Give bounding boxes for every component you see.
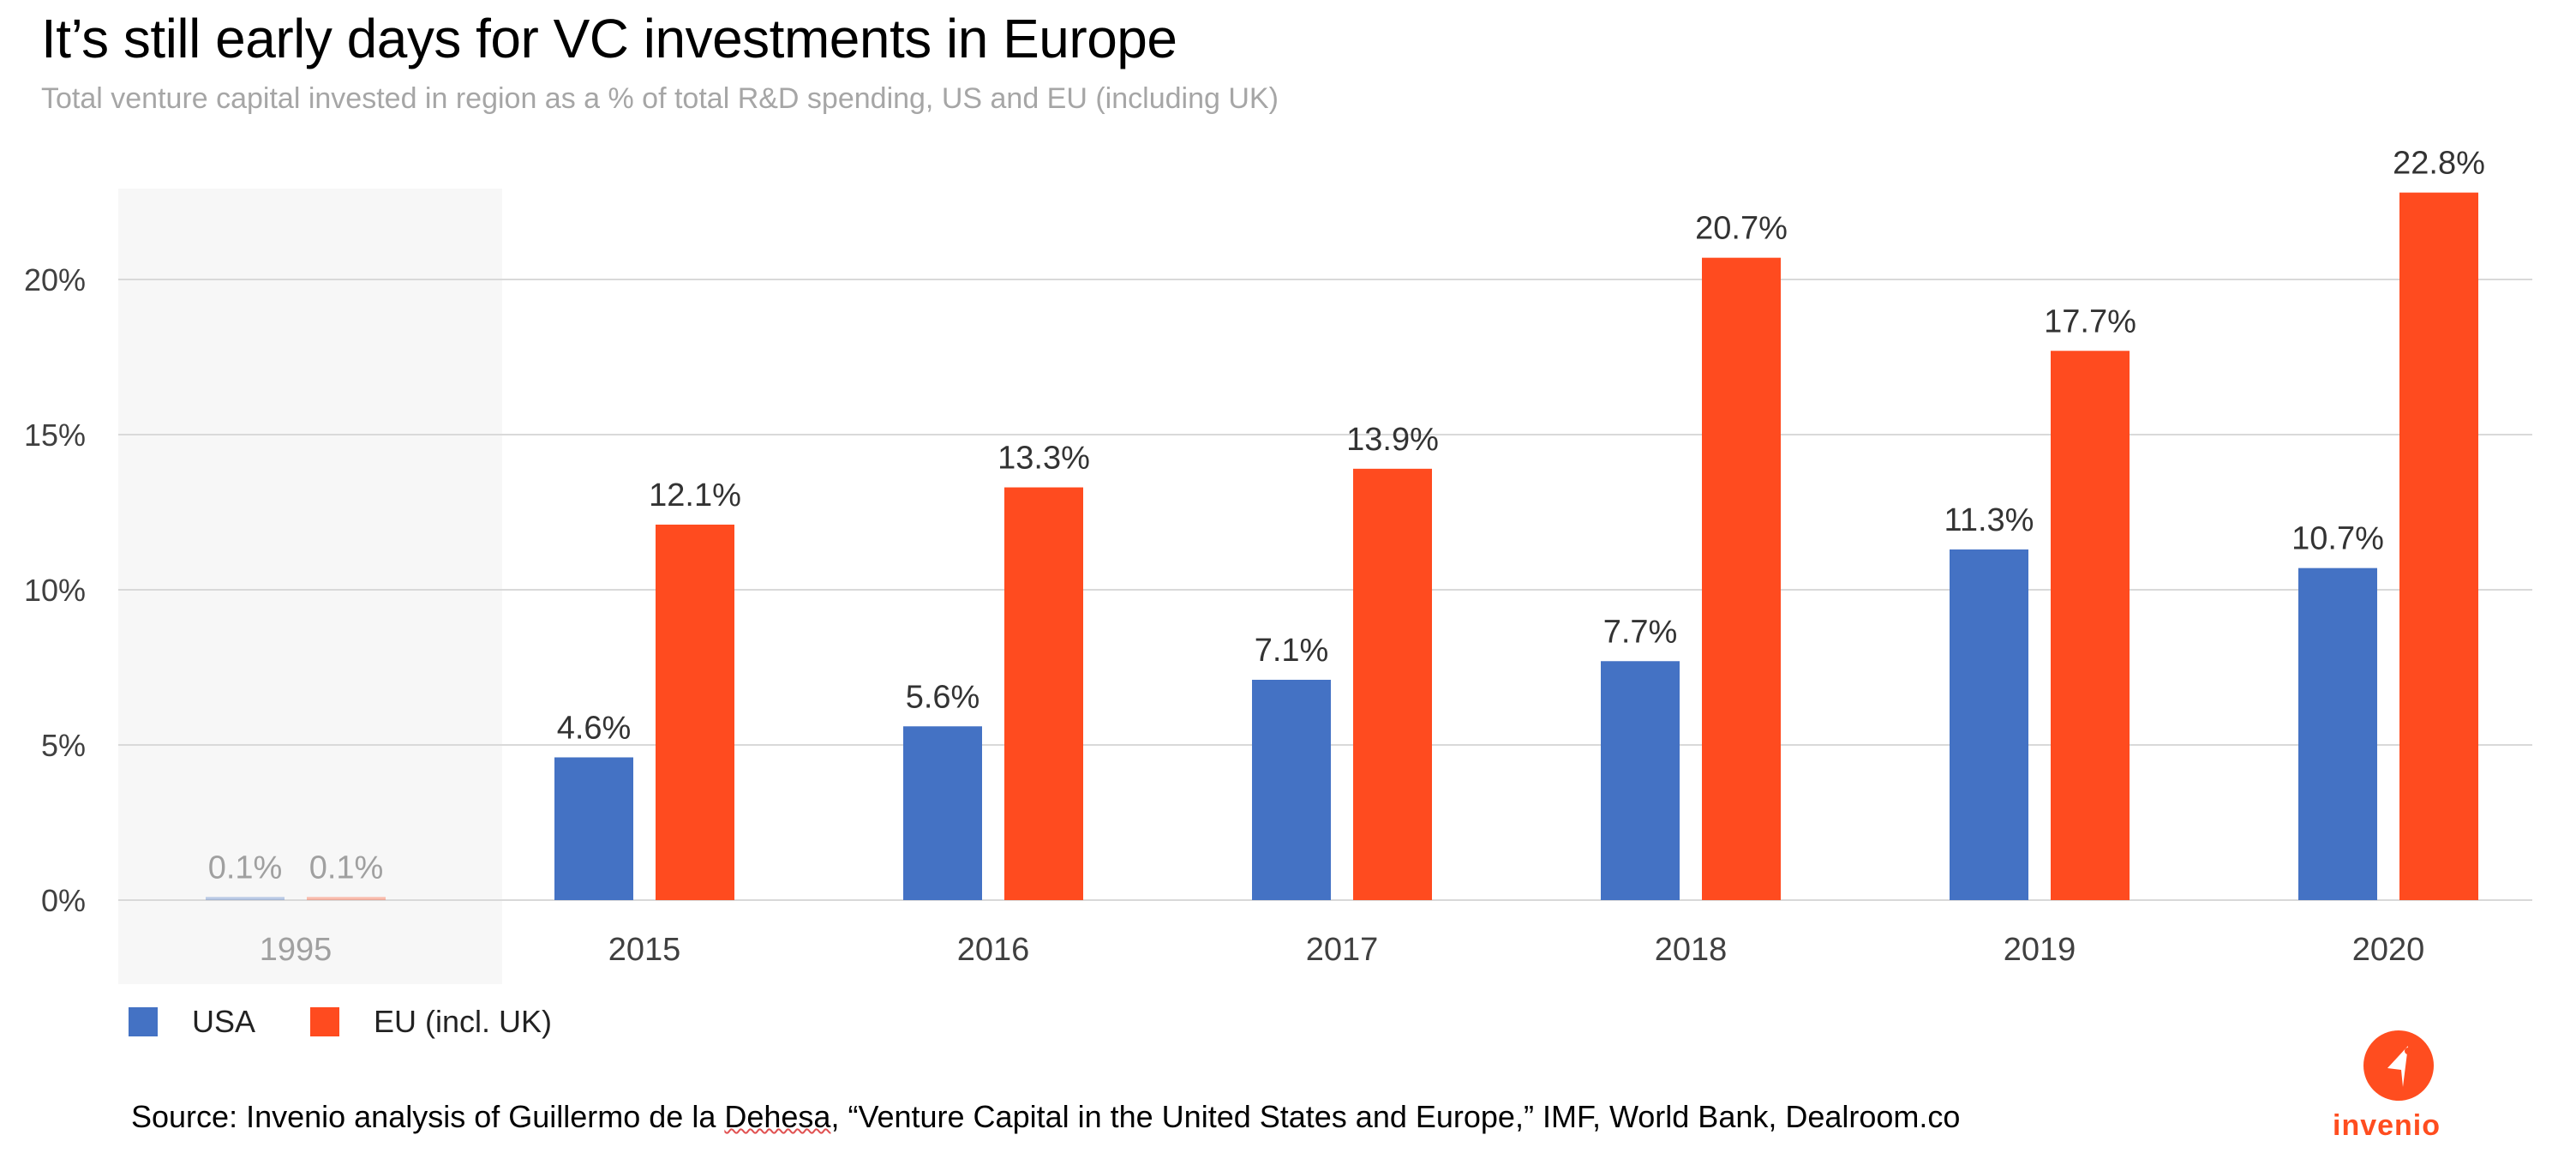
bar-eu-2019	[2051, 351, 2130, 900]
highlight-band-1995	[118, 189, 502, 984]
bar-usa-2016	[903, 726, 982, 900]
bar-eu-2020	[2399, 192, 2478, 900]
y-tick-label: 5%	[41, 728, 86, 763]
x-tick-label-2016: 2016	[957, 932, 1030, 968]
source-prefix: Source: Invenio analysis of Guillermo de…	[131, 1099, 725, 1134]
data-label-usa-2018: 7.7%	[1603, 614, 1678, 650]
logo-wordmark: invenio	[2333, 1109, 2441, 1142]
x-tick-label-1995: 1995	[260, 932, 332, 968]
bar-usa-2020	[2298, 567, 2377, 900]
data-label-usa-2017: 7.1%	[1255, 633, 1329, 669]
logo-mark-icon	[2363, 1030, 2434, 1101]
data-label-eu-1995: 0.1%	[309, 850, 384, 886]
data-label-eu-2015: 12.1%	[649, 477, 741, 513]
data-label-eu-2020: 22.8%	[2393, 146, 2485, 182]
x-tick-label-2017: 2017	[1306, 932, 1379, 968]
y-tick-label: 15%	[24, 417, 86, 453]
x-tick-label-2020: 2020	[2352, 932, 2425, 968]
bar-eu-2015	[656, 524, 734, 900]
legend-label-usa: USA	[192, 1004, 256, 1039]
data-label-usa-1995: 0.1%	[208, 850, 283, 886]
data-label-usa-2016: 5.6%	[906, 679, 980, 715]
bar-usa-2017	[1252, 679, 1331, 900]
y-tick-label: 0%	[41, 883, 86, 918]
y-tick-label: 10%	[24, 573, 86, 608]
invenio-logo: invenio	[2327, 1030, 2465, 1149]
y-tick-label: 20%	[24, 262, 86, 297]
bar-usa-2015	[554, 757, 633, 900]
legend-item-usa: USA	[129, 1004, 256, 1039]
legend-swatch-eu	[310, 1007, 339, 1036]
chart-subtitle: Total venture capital invested in region…	[41, 82, 1279, 115]
bar-eu-2018	[1702, 257, 1781, 900]
legend-item-eu: EU (incl. UK)	[310, 1004, 553, 1039]
data-label-usa-2020: 10.7%	[2291, 521, 2384, 557]
x-tick-label-2019: 2019	[2004, 932, 2076, 968]
source-note: Source: Invenio analysis of Guillermo de…	[131, 1099, 1960, 1135]
data-label-eu-2017: 13.9%	[1346, 422, 1439, 458]
bar-eu-2016	[1004, 487, 1083, 900]
data-label-usa-2015: 4.6%	[557, 710, 632, 746]
bar-eu-1995	[307, 897, 386, 900]
source-underlined-word: Dehesa	[724, 1099, 831, 1134]
data-label-usa-2019: 11.3%	[1944, 502, 2034, 538]
x-tick-label-2018: 2018	[1655, 932, 1728, 968]
bar-usa-2018	[1601, 661, 1680, 900]
bar-eu-2017	[1353, 468, 1432, 900]
chart-title: It’s still early days for VC investments…	[41, 8, 1177, 69]
bar-chart: 0% 5% 10% 15% 20% 0.1% 0.1% 1995 4.6% 12.1% 2015 5.…	[23, 145, 2532, 984]
bar-usa-1995	[206, 897, 285, 900]
source-suffix: , “Venture Capital in the United States …	[830, 1099, 1961, 1134]
x-tick-label-2015: 2015	[608, 932, 681, 968]
legend-swatch-usa	[129, 1007, 158, 1036]
data-label-eu-2019: 17.7%	[2044, 303, 2136, 339]
data-label-eu-2018: 20.7%	[1695, 211, 1788, 247]
data-label-eu-2016: 13.3%	[997, 441, 1090, 477]
bar-usa-2019	[1950, 549, 2028, 900]
legend-label-eu: EU (incl. UK)	[374, 1004, 553, 1039]
